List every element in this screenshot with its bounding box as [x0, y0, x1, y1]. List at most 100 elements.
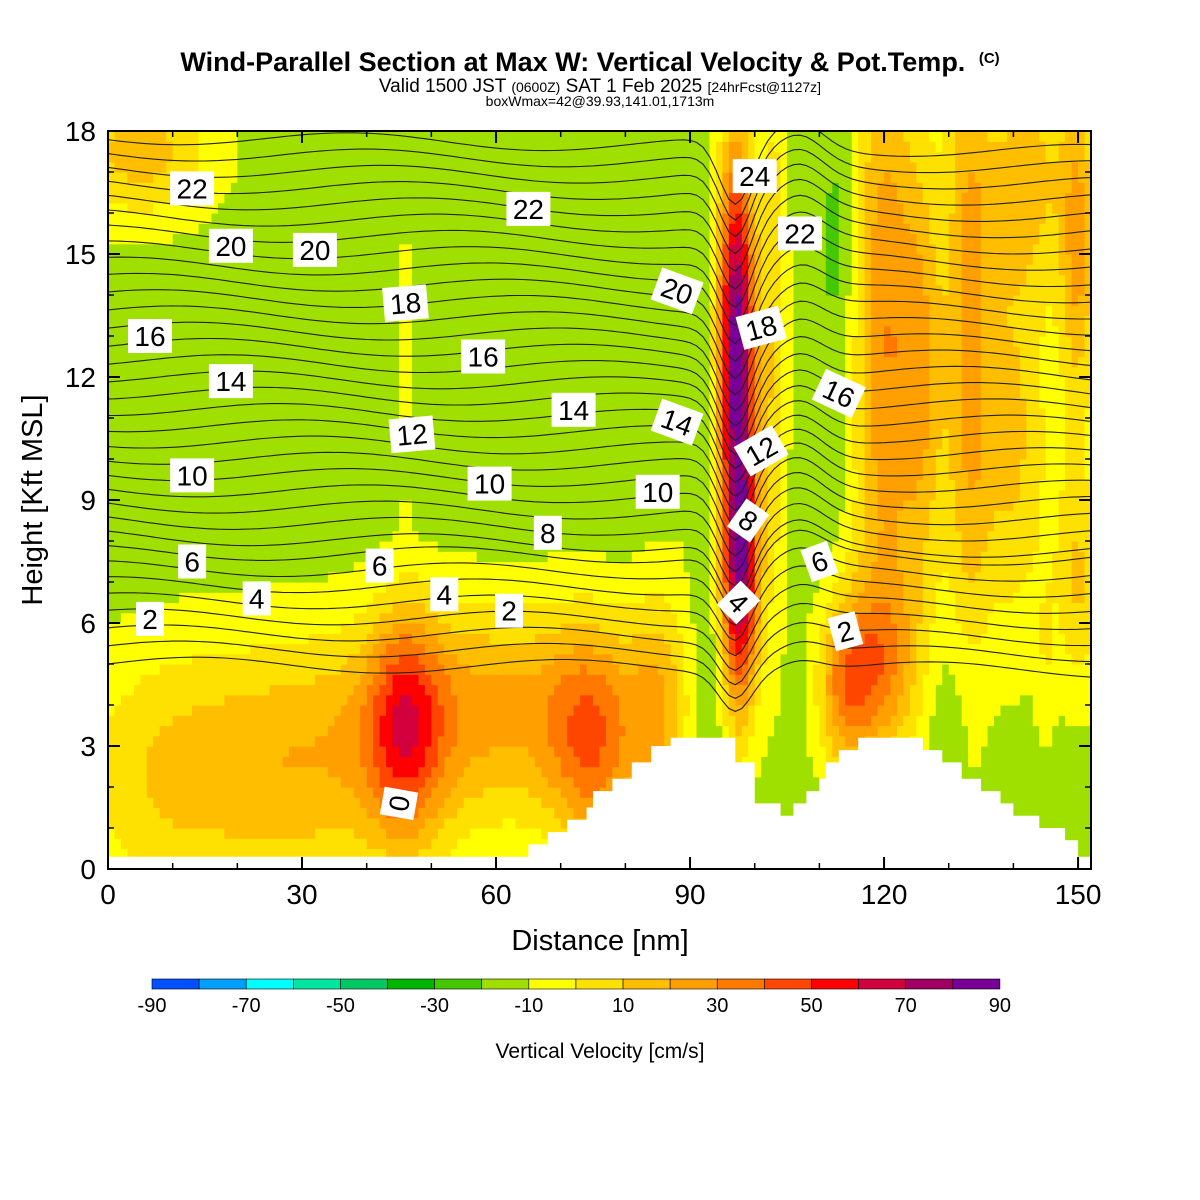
velocity-cell	[340, 223, 348, 235]
velocity-cell	[205, 766, 213, 778]
velocity-cell	[192, 623, 200, 634]
velocity-cell	[444, 674, 452, 686]
velocity-cell	[424, 131, 432, 142]
velocity-cell	[450, 479, 458, 491]
velocity-cell	[379, 397, 387, 409]
velocity-cell	[108, 520, 116, 532]
velocity-cell	[198, 336, 206, 347]
velocity-cell	[334, 664, 342, 675]
velocity-cell	[327, 336, 335, 347]
velocity-cell	[146, 161, 154, 173]
velocity-cell	[289, 295, 297, 306]
velocity-cell	[133, 274, 141, 286]
velocity-cell	[140, 264, 148, 276]
velocity-cell	[243, 828, 251, 839]
velocity-cell	[166, 377, 174, 388]
velocity-cell	[108, 397, 116, 409]
velocity-cell	[282, 541, 290, 552]
velocity-cell	[159, 223, 167, 235]
velocity-cell	[457, 715, 465, 727]
velocity-cell	[437, 254, 445, 265]
velocity-cell	[386, 500, 394, 511]
velocity-cell	[289, 428, 297, 440]
velocity-cell	[444, 418, 452, 429]
velocity-cell	[276, 315, 284, 327]
velocity-cell	[399, 213, 407, 224]
velocity-cell	[502, 623, 510, 634]
velocity-cell	[444, 715, 452, 727]
velocity-cell	[399, 325, 407, 337]
velocity-cell	[314, 684, 323, 696]
velocity-cell	[476, 694, 484, 706]
velocity-cell	[392, 243, 400, 255]
velocity-cell	[463, 623, 471, 634]
velocity-cell	[515, 469, 523, 481]
velocity-cell	[405, 756, 413, 768]
velocity-cell	[360, 520, 368, 532]
velocity-cell	[179, 315, 187, 327]
velocity-cell	[217, 469, 226, 481]
velocity-cell	[489, 202, 497, 214]
velocity-cell	[114, 377, 122, 388]
velocity-cell	[379, 213, 387, 224]
velocity-cell	[437, 469, 445, 481]
velocity-cell	[515, 356, 523, 368]
velocity-cell	[321, 356, 329, 368]
velocity-cell	[192, 336, 200, 347]
velocity-cell	[120, 694, 128, 706]
velocity-cell	[431, 213, 439, 224]
velocity-cell	[172, 264, 180, 276]
velocity-cell	[483, 305, 491, 317]
velocity-cell	[276, 787, 284, 798]
velocity-cell	[133, 776, 141, 788]
velocity-cell	[534, 377, 542, 388]
velocity-cell	[399, 387, 407, 399]
velocity-cell	[437, 407, 445, 419]
velocity-cell	[127, 500, 135, 511]
velocity-cell	[243, 469, 251, 481]
velocity-cell	[127, 469, 135, 481]
velocity-cell	[114, 766, 122, 778]
velocity-cell	[327, 223, 335, 235]
velocity-cell	[211, 694, 219, 706]
velocity-cell	[140, 510, 148, 522]
velocity-cell	[263, 172, 271, 183]
velocity-cell	[120, 592, 128, 604]
velocity-cell	[224, 623, 232, 634]
velocity-cell	[192, 664, 200, 675]
velocity-cell	[114, 602, 122, 614]
velocity-cell	[489, 602, 497, 614]
velocity-cell	[224, 571, 232, 583]
velocity-cell	[146, 817, 154, 829]
velocity-cell	[133, 459, 141, 470]
velocity-cell	[198, 653, 206, 665]
velocity-cell	[217, 541, 226, 552]
velocity-cell	[411, 254, 420, 265]
velocity-cell	[444, 356, 452, 368]
velocity-cell	[133, 735, 141, 747]
velocity-cell	[457, 756, 465, 768]
velocity-cell	[334, 151, 342, 163]
velocity-cell	[314, 664, 323, 675]
velocity-cell	[366, 766, 374, 778]
velocity-cell	[399, 612, 407, 624]
velocity-cell	[276, 571, 284, 583]
velocity-cell	[418, 582, 426, 593]
velocity-cell	[373, 233, 381, 245]
velocity-cell	[140, 561, 148, 573]
velocity-cell	[133, 530, 141, 542]
velocity-cell	[314, 469, 323, 481]
velocity-cell	[379, 592, 387, 604]
velocity-cell	[153, 448, 161, 460]
velocity-cell	[496, 551, 504, 563]
velocity-cell	[250, 274, 258, 286]
velocity-cell	[541, 797, 549, 809]
velocity-cell	[340, 664, 348, 675]
velocity-cell	[108, 264, 116, 276]
velocity-cell	[424, 489, 432, 501]
velocity-cell	[515, 295, 523, 306]
velocity-cell	[127, 694, 135, 706]
velocity-cell	[476, 828, 484, 839]
velocity-cell	[515, 223, 523, 235]
velocity-cell	[347, 674, 355, 686]
